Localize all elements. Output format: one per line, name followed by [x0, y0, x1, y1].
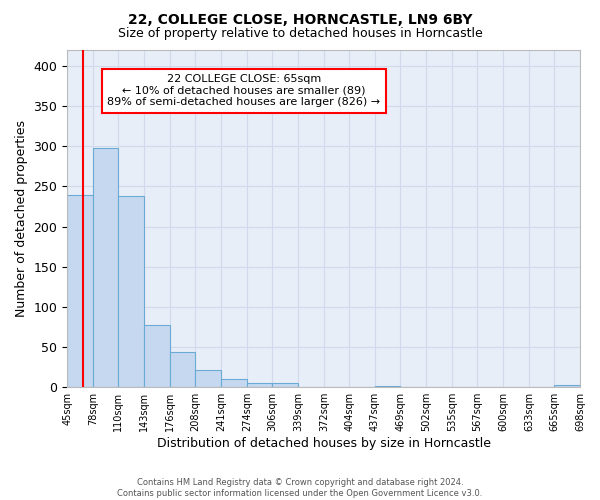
Bar [554, 385, 580, 387]
Y-axis label: Number of detached properties: Number of detached properties [15, 120, 28, 317]
Bar [195, 370, 221, 387]
Text: 22, COLLEGE CLOSE, HORNCASTLE, LN9 6BY: 22, COLLEGE CLOSE, HORNCASTLE, LN9 6BY [128, 12, 472, 26]
Bar [93, 148, 118, 387]
Bar [144, 326, 170, 387]
Bar [170, 352, 195, 387]
Bar [272, 383, 298, 387]
Text: 22 COLLEGE CLOSE: 65sqm
← 10% of detached houses are smaller (89)
89% of semi-de: 22 COLLEGE CLOSE: 65sqm ← 10% of detache… [107, 74, 380, 108]
Text: Contains HM Land Registry data © Crown copyright and database right 2024.
Contai: Contains HM Land Registry data © Crown c… [118, 478, 482, 498]
Text: Size of property relative to detached houses in Horncastle: Size of property relative to detached ho… [118, 28, 482, 40]
Bar [67, 194, 93, 387]
Bar [221, 379, 247, 387]
X-axis label: Distribution of detached houses by size in Horncastle: Distribution of detached houses by size … [157, 437, 491, 450]
Bar [118, 196, 144, 387]
Bar [247, 383, 272, 387]
Bar [375, 386, 400, 387]
